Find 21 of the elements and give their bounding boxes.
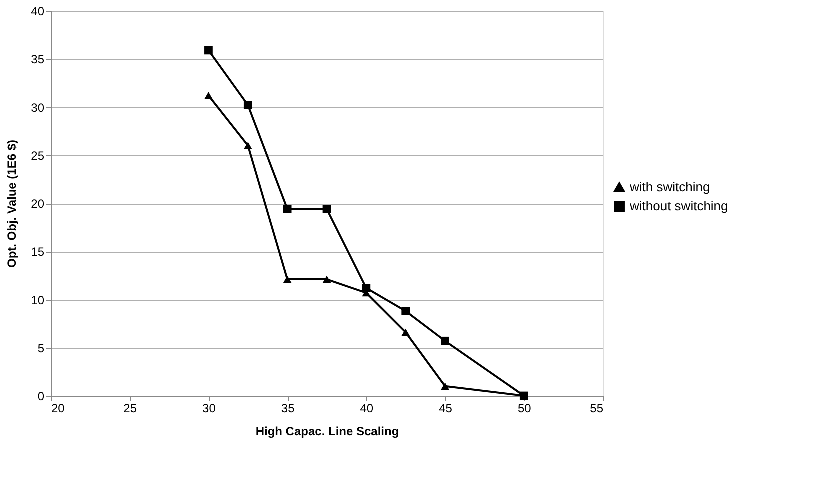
y-axis-title: Opt. Obj. Value (1E6 $) <box>5 140 20 268</box>
x-tick-label: 25 <box>124 402 138 416</box>
y-tick-label: 30 <box>31 100 45 115</box>
legend-label: without switching <box>629 198 728 214</box>
x-tick-label: 55 <box>590 402 604 416</box>
legend-label: with switching <box>629 180 710 194</box>
y-tick-label: 20 <box>31 197 45 211</box>
y-tick-label: 25 <box>31 148 45 163</box>
x-tick-label: 50 <box>518 402 532 416</box>
x-tick-label: 30 <box>202 402 216 416</box>
y-tick-label: 35 <box>31 52 45 67</box>
x-tick-label: 20 <box>52 402 66 416</box>
x-tick-label: 45 <box>439 402 453 416</box>
y-tick-label: 40 <box>31 4 45 18</box>
y-tick-label: 10 <box>31 293 45 308</box>
y-tick-label: 0 <box>38 390 45 404</box>
x-axis-title: High Capac. Line Scaling <box>256 424 400 438</box>
y-tick-label: 5 <box>38 341 45 356</box>
y-tick-label: 15 <box>31 245 45 260</box>
x-tick-label: 35 <box>281 402 296 416</box>
x-tick-label: 40 <box>360 402 374 416</box>
